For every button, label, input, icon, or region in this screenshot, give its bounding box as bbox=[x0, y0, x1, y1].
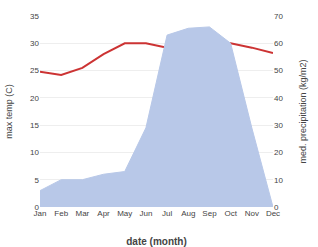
svg-text:Jun: Jun bbox=[139, 209, 152, 218]
svg-text:10: 10 bbox=[274, 176, 283, 185]
svg-text:max temp (C): max temp (C) bbox=[4, 84, 14, 139]
svg-text:20: 20 bbox=[274, 148, 283, 157]
svg-text:Feb: Feb bbox=[54, 209, 68, 218]
svg-text:35: 35 bbox=[30, 12, 39, 21]
svg-text:Mar: Mar bbox=[75, 209, 89, 218]
svg-text:Aug: Aug bbox=[181, 209, 195, 218]
svg-text:50: 50 bbox=[274, 66, 283, 75]
svg-text:date (month): date (month) bbox=[126, 236, 187, 247]
svg-text:Jul: Jul bbox=[162, 209, 172, 218]
svg-text:med. precipitation (kg/m2): med. precipitation (kg/m2) bbox=[298, 59, 308, 163]
svg-text:5: 5 bbox=[35, 176, 40, 185]
svg-text:Apr: Apr bbox=[97, 209, 110, 218]
svg-text:May: May bbox=[117, 209, 132, 218]
svg-text:Sep: Sep bbox=[202, 209, 217, 218]
svg-text:20: 20 bbox=[30, 94, 39, 103]
svg-text:30: 30 bbox=[274, 121, 283, 130]
svg-text:Oct: Oct bbox=[224, 209, 237, 218]
svg-text:25: 25 bbox=[30, 66, 39, 75]
svg-text:15: 15 bbox=[30, 121, 39, 130]
svg-text:40: 40 bbox=[274, 94, 283, 103]
svg-text:Dec: Dec bbox=[266, 209, 280, 218]
svg-text:10: 10 bbox=[30, 148, 39, 157]
svg-text:30: 30 bbox=[30, 39, 39, 48]
svg-text:Nov: Nov bbox=[245, 209, 259, 218]
svg-text:60: 60 bbox=[274, 39, 283, 48]
svg-text:0: 0 bbox=[274, 203, 279, 212]
svg-text:70: 70 bbox=[274, 12, 283, 21]
svg-text:0: 0 bbox=[35, 203, 40, 212]
svg-text:Jan: Jan bbox=[34, 209, 47, 218]
